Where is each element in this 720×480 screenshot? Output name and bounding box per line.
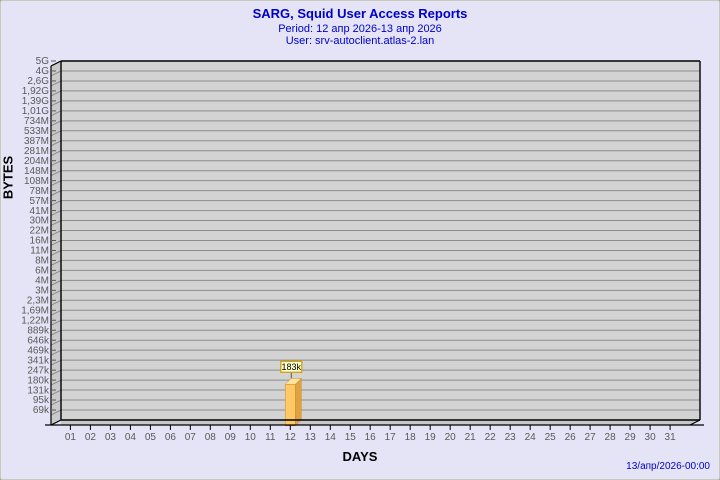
svg-text:18: 18 [405,432,417,443]
svg-text:27: 27 [585,432,597,443]
svg-text:06: 06 [165,432,177,443]
svg-text:25: 25 [545,432,557,443]
svg-text:09: 09 [225,432,237,443]
svg-text:05: 05 [145,432,157,443]
svg-text:04: 04 [125,432,137,443]
svg-text:21: 21 [465,432,477,443]
svg-text:12: 12 [285,432,297,443]
svg-text:24: 24 [525,432,537,443]
svg-text:13: 13 [305,432,317,443]
svg-text:69k: 69k [33,405,50,416]
svg-text:01: 01 [65,432,77,443]
svg-text:30: 30 [645,432,657,443]
svg-text:23: 23 [505,432,517,443]
svg-text:28: 28 [605,432,617,443]
svg-text:20: 20 [445,432,457,443]
svg-text:03: 03 [105,432,117,443]
svg-text:14: 14 [325,432,337,443]
svg-text:08: 08 [205,432,217,443]
svg-text:183k: 183k [282,362,302,372]
svg-text:26: 26 [565,432,577,443]
svg-text:15: 15 [345,432,357,443]
svg-text:22: 22 [485,432,497,443]
svg-text:31: 31 [665,432,677,443]
svg-text:02: 02 [85,432,97,443]
svg-text:19: 19 [425,432,437,443]
svg-text:16: 16 [365,432,377,443]
svg-text:29: 29 [625,432,637,443]
svg-text:07: 07 [185,432,197,443]
svg-text:17: 17 [385,432,397,443]
svg-text:10: 10 [245,432,257,443]
svg-text:11: 11 [265,432,276,443]
